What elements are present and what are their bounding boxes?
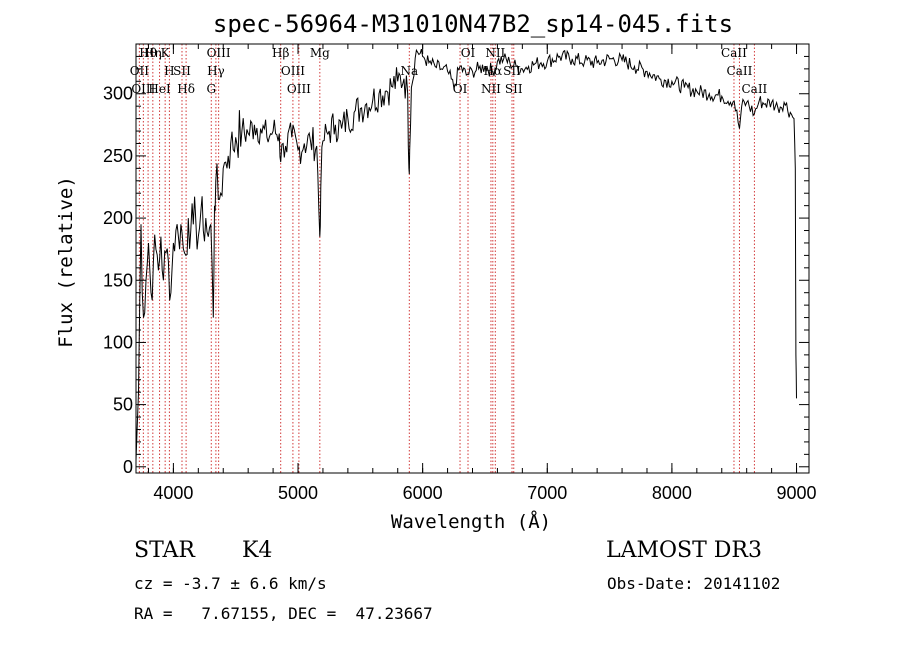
spectral-line-labels: Hθ OII OIII KH HeI Hη SII Hδ OIII Hγ G Hβ OIII OIII Mg…	[130, 46, 768, 96]
x-axis-ticks: 4000 5000 6000 7000 8000 9000	[147, 44, 817, 503]
x-tick-label: 8000	[652, 483, 692, 503]
y-tick-label: 0	[123, 457, 133, 477]
y-axis-label: Flux (relative)	[55, 176, 77, 348]
object-class: STAR	[134, 538, 195, 563]
spectral-line-label: CaII	[721, 46, 747, 60]
chart-title: spec-56964-M31010N47B2_sp14-045.fits	[213, 10, 733, 38]
x-tick-label: 7000	[527, 483, 567, 503]
y-tick-label: 200	[103, 208, 133, 228]
spectral-line-label: OIII	[281, 64, 305, 78]
y-tick-label: 300	[103, 84, 133, 104]
spectral-line-label: OI	[461, 46, 476, 60]
coordinates-readout: RA = 7.67155, DEC = 47.23667	[134, 604, 433, 623]
x-tick-label: 4000	[153, 483, 193, 503]
spectral-line-label: OIII	[287, 82, 311, 96]
spectral-line-label: NII	[485, 46, 505, 60]
y-tick-label: 50	[113, 395, 133, 415]
x-axis-label: Wavelength (Å)	[391, 510, 551, 533]
spectral-line-label: NII	[481, 82, 501, 96]
spectral-line-label: SII	[503, 64, 521, 78]
spectral-line-label: SII	[505, 82, 523, 96]
spectral-line-label: G	[206, 82, 216, 96]
spectral-line-label: OIII	[131, 82, 155, 96]
spectral-line-label: CaII	[727, 64, 753, 78]
y-axis-ticks: 0 50 100 150 200 250 300	[103, 55, 809, 477]
plot-frame	[135, 43, 810, 474]
y-tick-label: 150	[103, 270, 133, 290]
x-tick-label: 6000	[403, 483, 443, 503]
object-subclass: K4	[242, 538, 273, 563]
spectral-line-label: SII	[173, 64, 191, 78]
spectral-line-label: HeI	[148, 82, 171, 96]
y-tick-label: 250	[103, 146, 133, 166]
spectral-line-label: Hδ	[177, 82, 195, 96]
survey-name: LAMOST DR3	[606, 538, 762, 563]
spectral-line-label: Hθ	[139, 46, 157, 60]
observation-date: Obs-Date: 20141102	[607, 574, 781, 593]
spectral-line-label: Hβ	[272, 46, 289, 60]
flux-series-line	[135, 48, 797, 461]
spectral-lines-layer	[138, 44, 755, 473]
spectral-line-label: Hγ	[207, 64, 225, 78]
spectral-line-label: CaII	[741, 82, 767, 96]
x-tick-label: 9000	[777, 483, 817, 503]
spectral-line-label: Hη	[144, 46, 162, 60]
y-tick-label: 100	[103, 332, 133, 352]
redshift-readout: cz = -3.7 ± 6.6 km/s	[134, 574, 327, 593]
spectral-line-label: OIII	[207, 46, 231, 60]
spectral-line-label: Mg	[310, 46, 330, 60]
spectral-line-label: H	[164, 64, 174, 78]
x-tick-label: 5000	[278, 483, 318, 503]
spectral-line-label: Na	[400, 64, 418, 78]
spectral-line-label: OII	[130, 64, 150, 78]
spectral-line-label: K	[161, 46, 171, 60]
